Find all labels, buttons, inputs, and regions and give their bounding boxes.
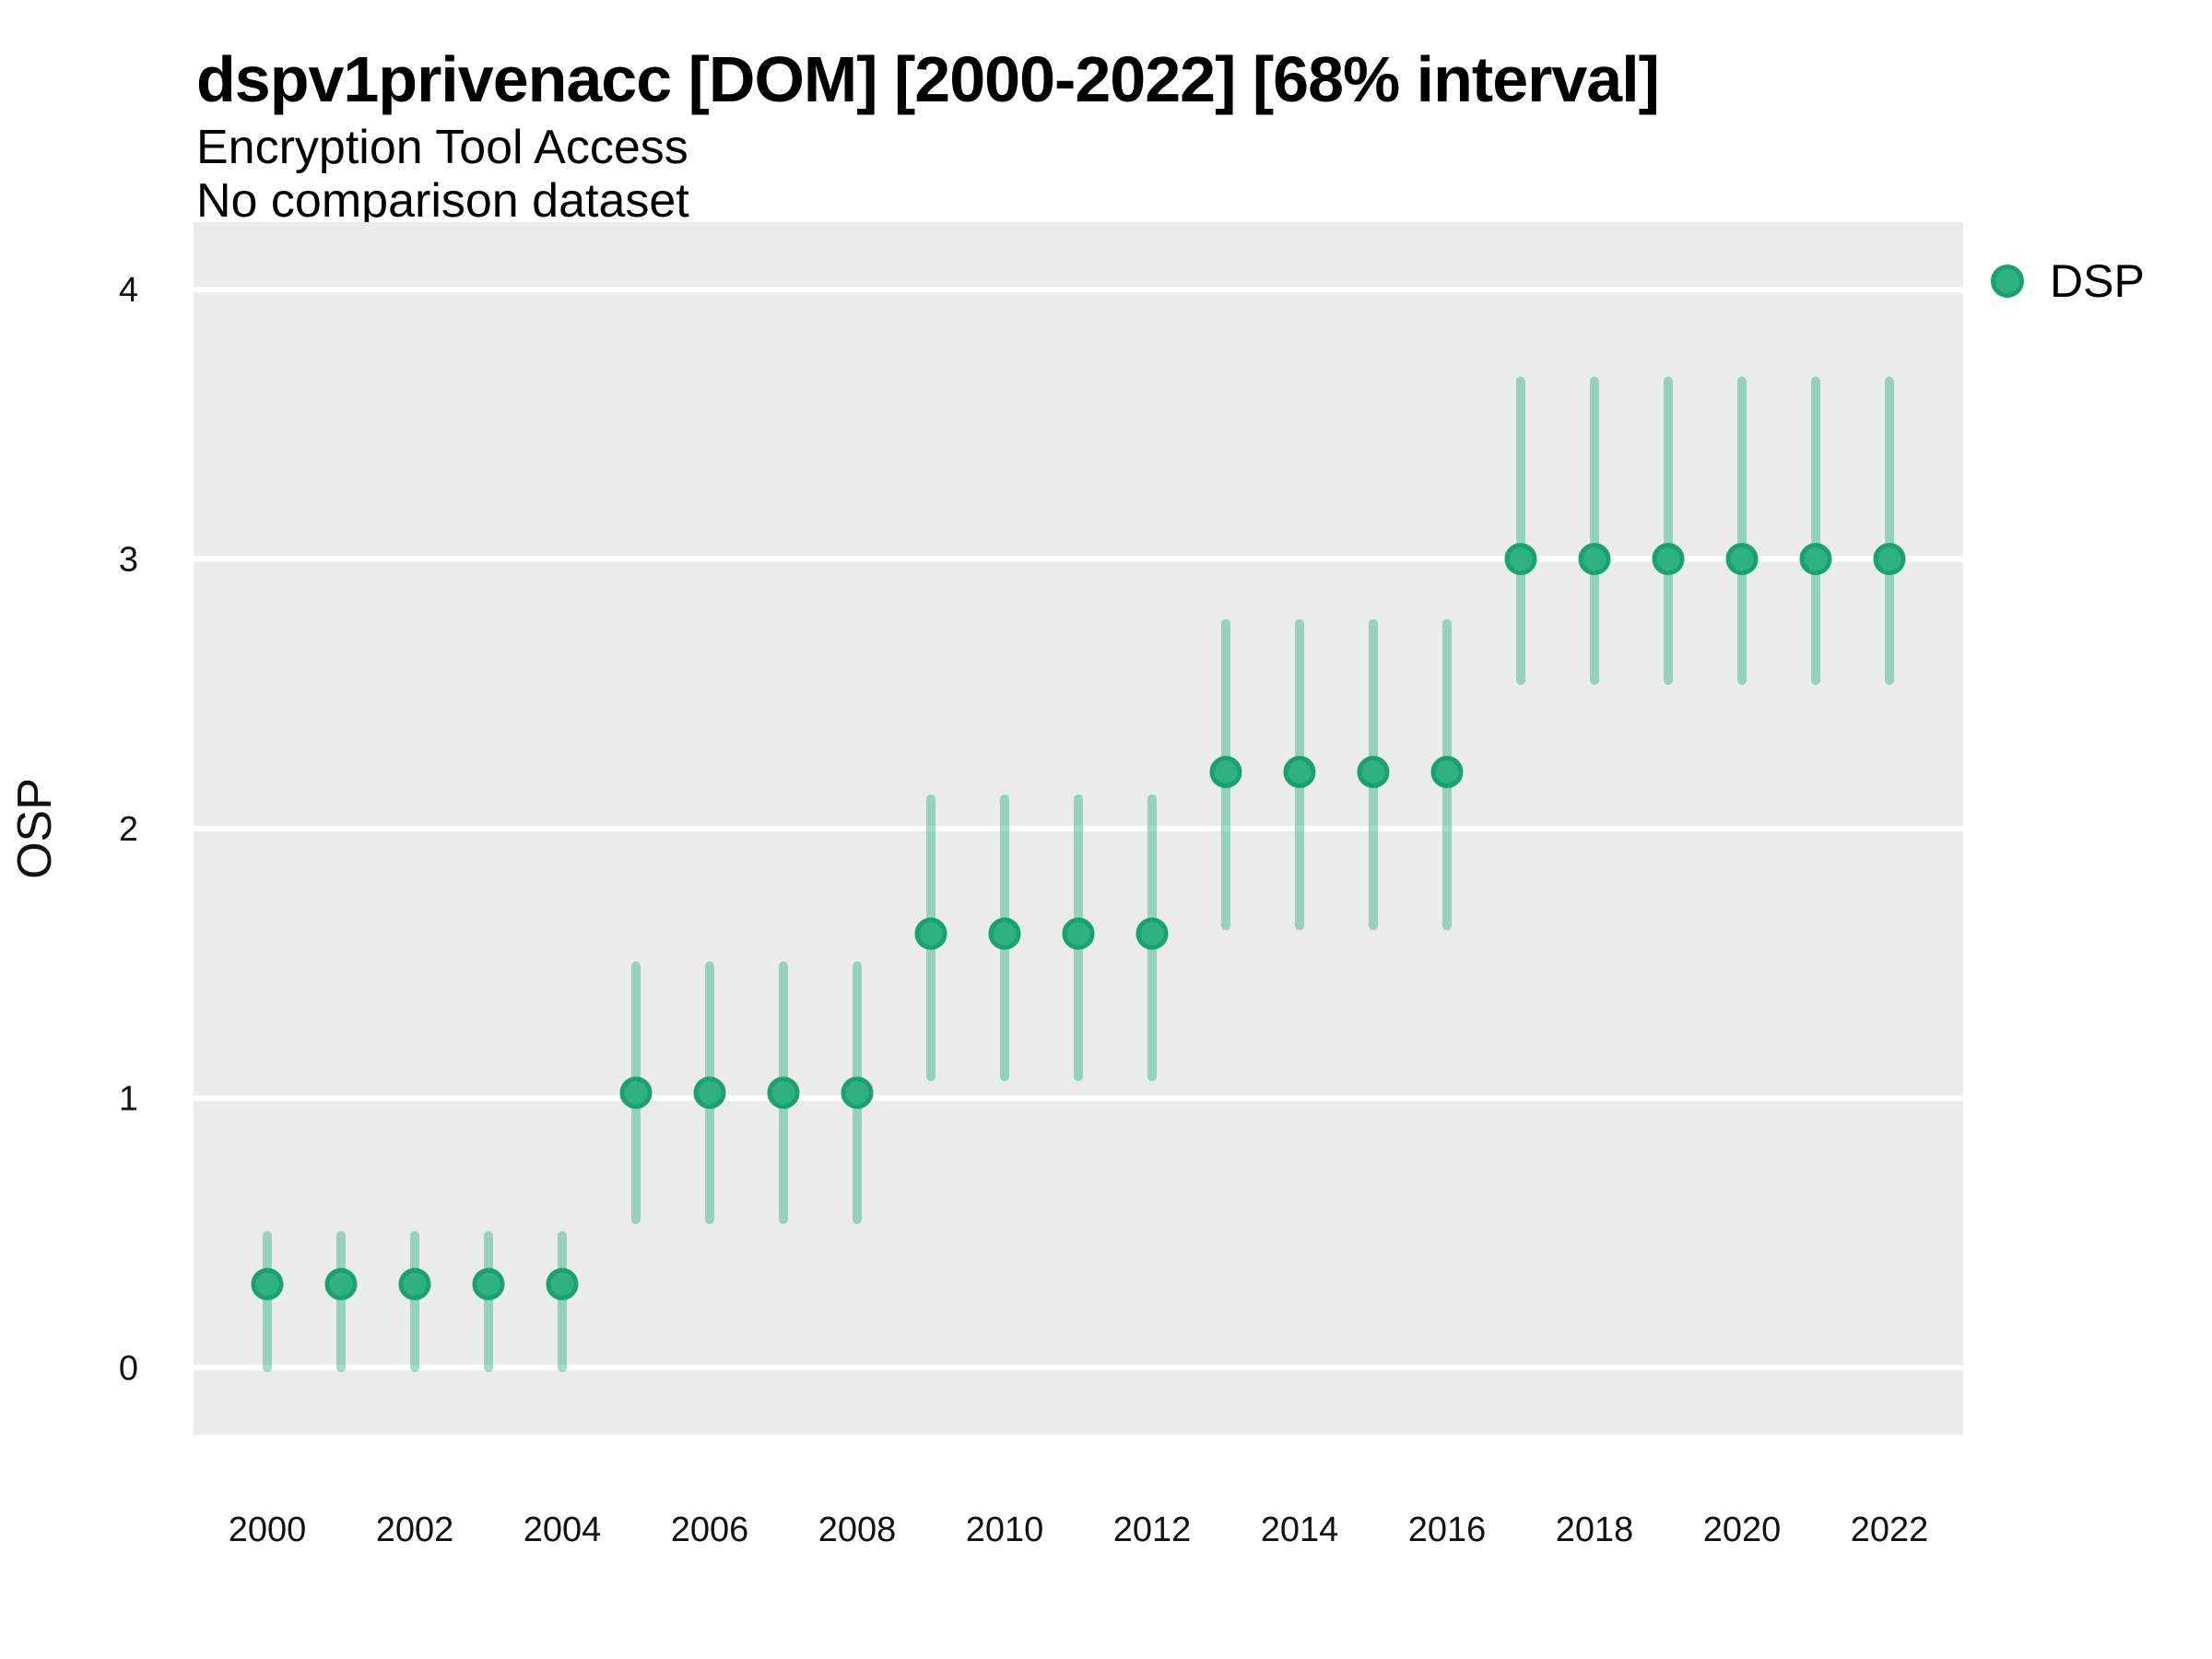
x-tick-label: 2004 xyxy=(524,1511,602,1549)
y-tick-label: 4 xyxy=(119,271,138,310)
data-point xyxy=(914,917,947,950)
chart-subtitle: Encryption Tool Access xyxy=(196,121,688,174)
y-tick-label: 2 xyxy=(119,810,138,849)
data-point xyxy=(1652,543,1685,576)
chart-note: No comparison dataset xyxy=(196,174,689,228)
data-point xyxy=(1799,543,1832,576)
x-tick-label: 2016 xyxy=(1408,1511,1487,1549)
data-point xyxy=(767,1077,800,1110)
data-point xyxy=(1283,756,1316,789)
data-point xyxy=(398,1267,431,1300)
data-point xyxy=(841,1077,874,1110)
x-tick-label: 2010 xyxy=(966,1511,1044,1549)
data-point xyxy=(1504,543,1537,576)
x-tick-label: 2002 xyxy=(376,1511,454,1549)
data-point xyxy=(546,1267,579,1300)
data-point xyxy=(1578,543,1611,576)
x-tick-label: 2000 xyxy=(229,1511,307,1549)
y-tick-label: 0 xyxy=(119,1349,138,1388)
x-tick-label: 2008 xyxy=(818,1511,897,1549)
data-point xyxy=(1873,543,1906,576)
chart-title: dspv1privenacc [DOM] [2000-2022] [68% in… xyxy=(196,43,1660,115)
data-point xyxy=(324,1267,358,1300)
data-point xyxy=(1062,917,1095,950)
data-point xyxy=(472,1267,505,1300)
y-tick-label: 3 xyxy=(119,541,138,580)
data-point xyxy=(988,917,1021,950)
data-point xyxy=(1725,543,1759,576)
data-point xyxy=(693,1077,726,1110)
data-point xyxy=(1209,756,1242,789)
x-tick-label: 2022 xyxy=(1851,1511,1929,1549)
x-tick-label: 2020 xyxy=(1703,1511,1782,1549)
legend-dot-icon xyxy=(1991,265,2024,298)
data-point xyxy=(1357,756,1390,789)
y-axis-title: OSP xyxy=(8,778,62,879)
legend: DSP xyxy=(1991,254,2145,308)
x-tick-label: 2006 xyxy=(671,1511,749,1549)
x-tick-label: 2014 xyxy=(1261,1511,1339,1549)
data-point xyxy=(1430,756,1464,789)
data-point xyxy=(1135,917,1169,950)
legend-label: DSP xyxy=(2050,255,2145,307)
x-tick-label: 2018 xyxy=(1556,1511,1634,1549)
y-tick-label: 1 xyxy=(119,1079,138,1118)
data-point xyxy=(251,1267,284,1300)
x-tick-label: 2012 xyxy=(1113,1511,1192,1549)
data-point xyxy=(619,1077,653,1110)
